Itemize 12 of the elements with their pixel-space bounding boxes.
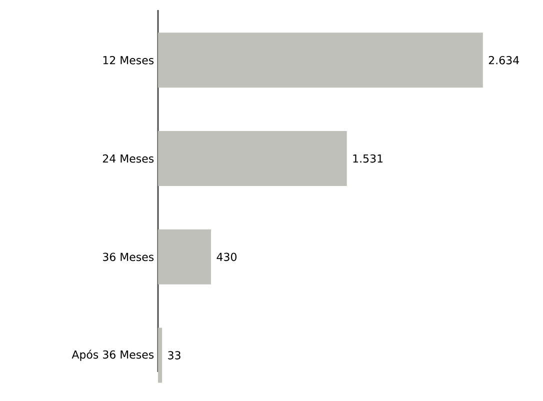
bar — [158, 32, 483, 88]
bar — [158, 328, 162, 383]
data-label: 33 — [168, 351, 180, 360]
y-tick-label: 36 Meses — [102, 252, 154, 262]
bar — [158, 229, 212, 284]
y-tick-label: 12 Meses — [103, 56, 154, 64]
data-label: 430 — [216, 252, 236, 262]
y-tick-label: 24 Meses — [102, 154, 154, 163]
bar — [158, 131, 347, 186]
data-label: 1.531 — [353, 154, 383, 163]
y-tick-label: Após 36 Meses — [72, 350, 154, 361]
data-label: 2.634 — [488, 56, 519, 64]
